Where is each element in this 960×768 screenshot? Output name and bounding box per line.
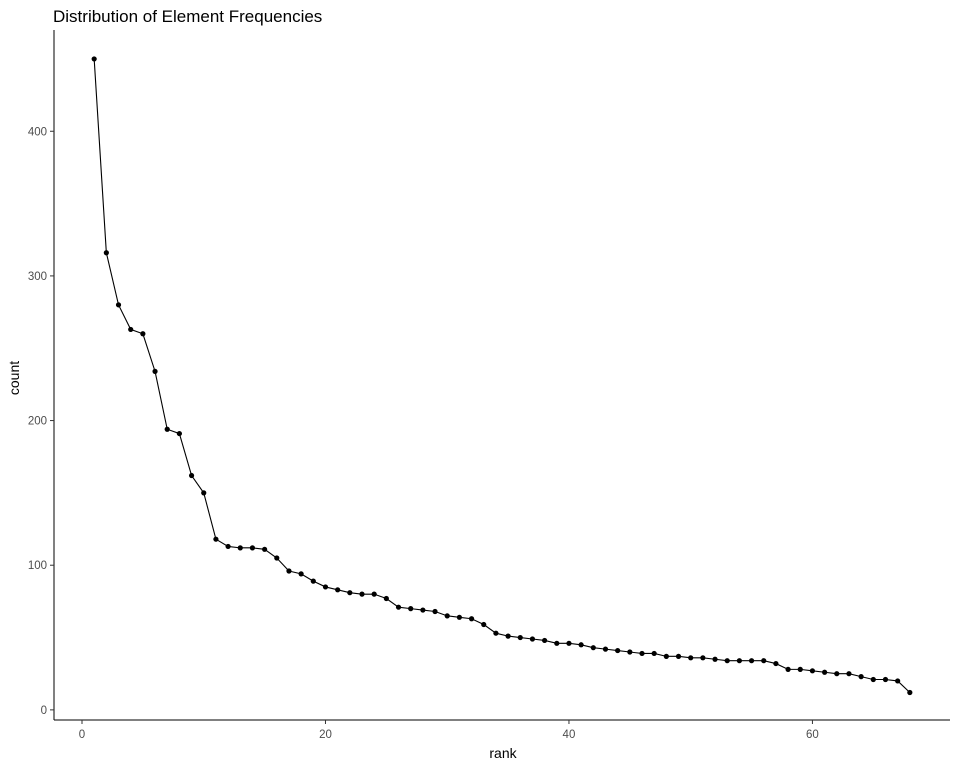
data-point xyxy=(651,650,657,657)
data-point xyxy=(761,658,767,664)
x-tick-label: 20 xyxy=(319,729,332,741)
data-point xyxy=(140,331,146,337)
data-point xyxy=(822,669,828,675)
data-point xyxy=(700,655,706,661)
y-axis: 0 100 200 300 400 xyxy=(28,30,55,720)
data-point xyxy=(371,591,377,597)
data-point xyxy=(237,545,243,551)
data-point xyxy=(176,430,182,437)
y-tick-label: 100 xyxy=(28,560,47,572)
data-point xyxy=(724,658,730,664)
data-point xyxy=(103,250,109,256)
data-point xyxy=(444,613,450,619)
data-point xyxy=(322,584,329,590)
data-point xyxy=(895,678,901,684)
data-point xyxy=(286,568,292,574)
data-point xyxy=(639,650,645,657)
y-tick-label: 200 xyxy=(28,416,47,428)
data-point xyxy=(505,633,511,639)
data-point xyxy=(432,608,438,615)
data-point xyxy=(395,604,402,610)
data-point xyxy=(347,590,353,596)
y-tick-label: 300 xyxy=(28,271,47,283)
data-point xyxy=(298,571,304,577)
data-point xyxy=(359,591,365,597)
data-point xyxy=(615,647,621,654)
data-point xyxy=(748,658,755,664)
data-point xyxy=(249,545,256,551)
data-point xyxy=(809,668,816,674)
series-count xyxy=(91,56,913,696)
data-point xyxy=(128,326,134,333)
data-point xyxy=(566,640,572,646)
data-point xyxy=(688,655,694,661)
data-point xyxy=(152,368,158,374)
y-tick-label: 0 xyxy=(41,705,47,717)
data-point xyxy=(115,302,122,308)
data-point xyxy=(797,666,803,672)
data-point xyxy=(882,676,889,683)
data-point xyxy=(773,660,779,667)
data-point xyxy=(907,689,913,696)
data-point xyxy=(225,543,231,550)
data-point xyxy=(201,490,207,496)
data-point xyxy=(785,666,791,672)
data-point xyxy=(420,607,426,613)
data-point xyxy=(468,616,475,622)
data-point xyxy=(310,578,316,584)
data-point xyxy=(262,546,268,552)
data-point xyxy=(834,671,840,677)
x-tick-label: 40 xyxy=(563,729,576,741)
data-point xyxy=(529,636,536,642)
data-point xyxy=(213,536,219,542)
data-point xyxy=(858,674,864,680)
data-point xyxy=(91,56,97,62)
data-point xyxy=(188,472,195,479)
data-point xyxy=(542,637,548,644)
data-point xyxy=(870,676,876,683)
data-point xyxy=(274,555,280,561)
x-tick-label: 0 xyxy=(79,729,85,741)
data-point xyxy=(554,640,560,646)
data-point xyxy=(456,614,462,620)
data-point xyxy=(736,658,742,664)
data-point xyxy=(602,646,609,652)
data-point xyxy=(481,621,487,628)
data-point xyxy=(846,671,852,677)
data-point xyxy=(578,642,584,648)
data-point xyxy=(517,634,523,641)
data-point xyxy=(627,649,633,655)
data-point xyxy=(164,426,170,432)
y-tick-label: 400 xyxy=(28,126,47,138)
x-axis: 0 20 40 60 xyxy=(54,719,950,741)
series-line xyxy=(93,58,911,693)
data-point xyxy=(712,656,718,662)
chart-title: Distribution of Element Frequencies xyxy=(53,7,322,26)
data-point xyxy=(408,606,414,612)
y-axis-label: count xyxy=(6,361,22,395)
x-axis-label: rank xyxy=(489,745,517,761)
data-point xyxy=(590,645,596,651)
data-point xyxy=(493,630,499,636)
data-point xyxy=(675,653,682,659)
data-point xyxy=(335,587,341,593)
data-point xyxy=(383,595,389,602)
data-point xyxy=(663,653,669,659)
x-tick-label: 60 xyxy=(806,729,819,741)
